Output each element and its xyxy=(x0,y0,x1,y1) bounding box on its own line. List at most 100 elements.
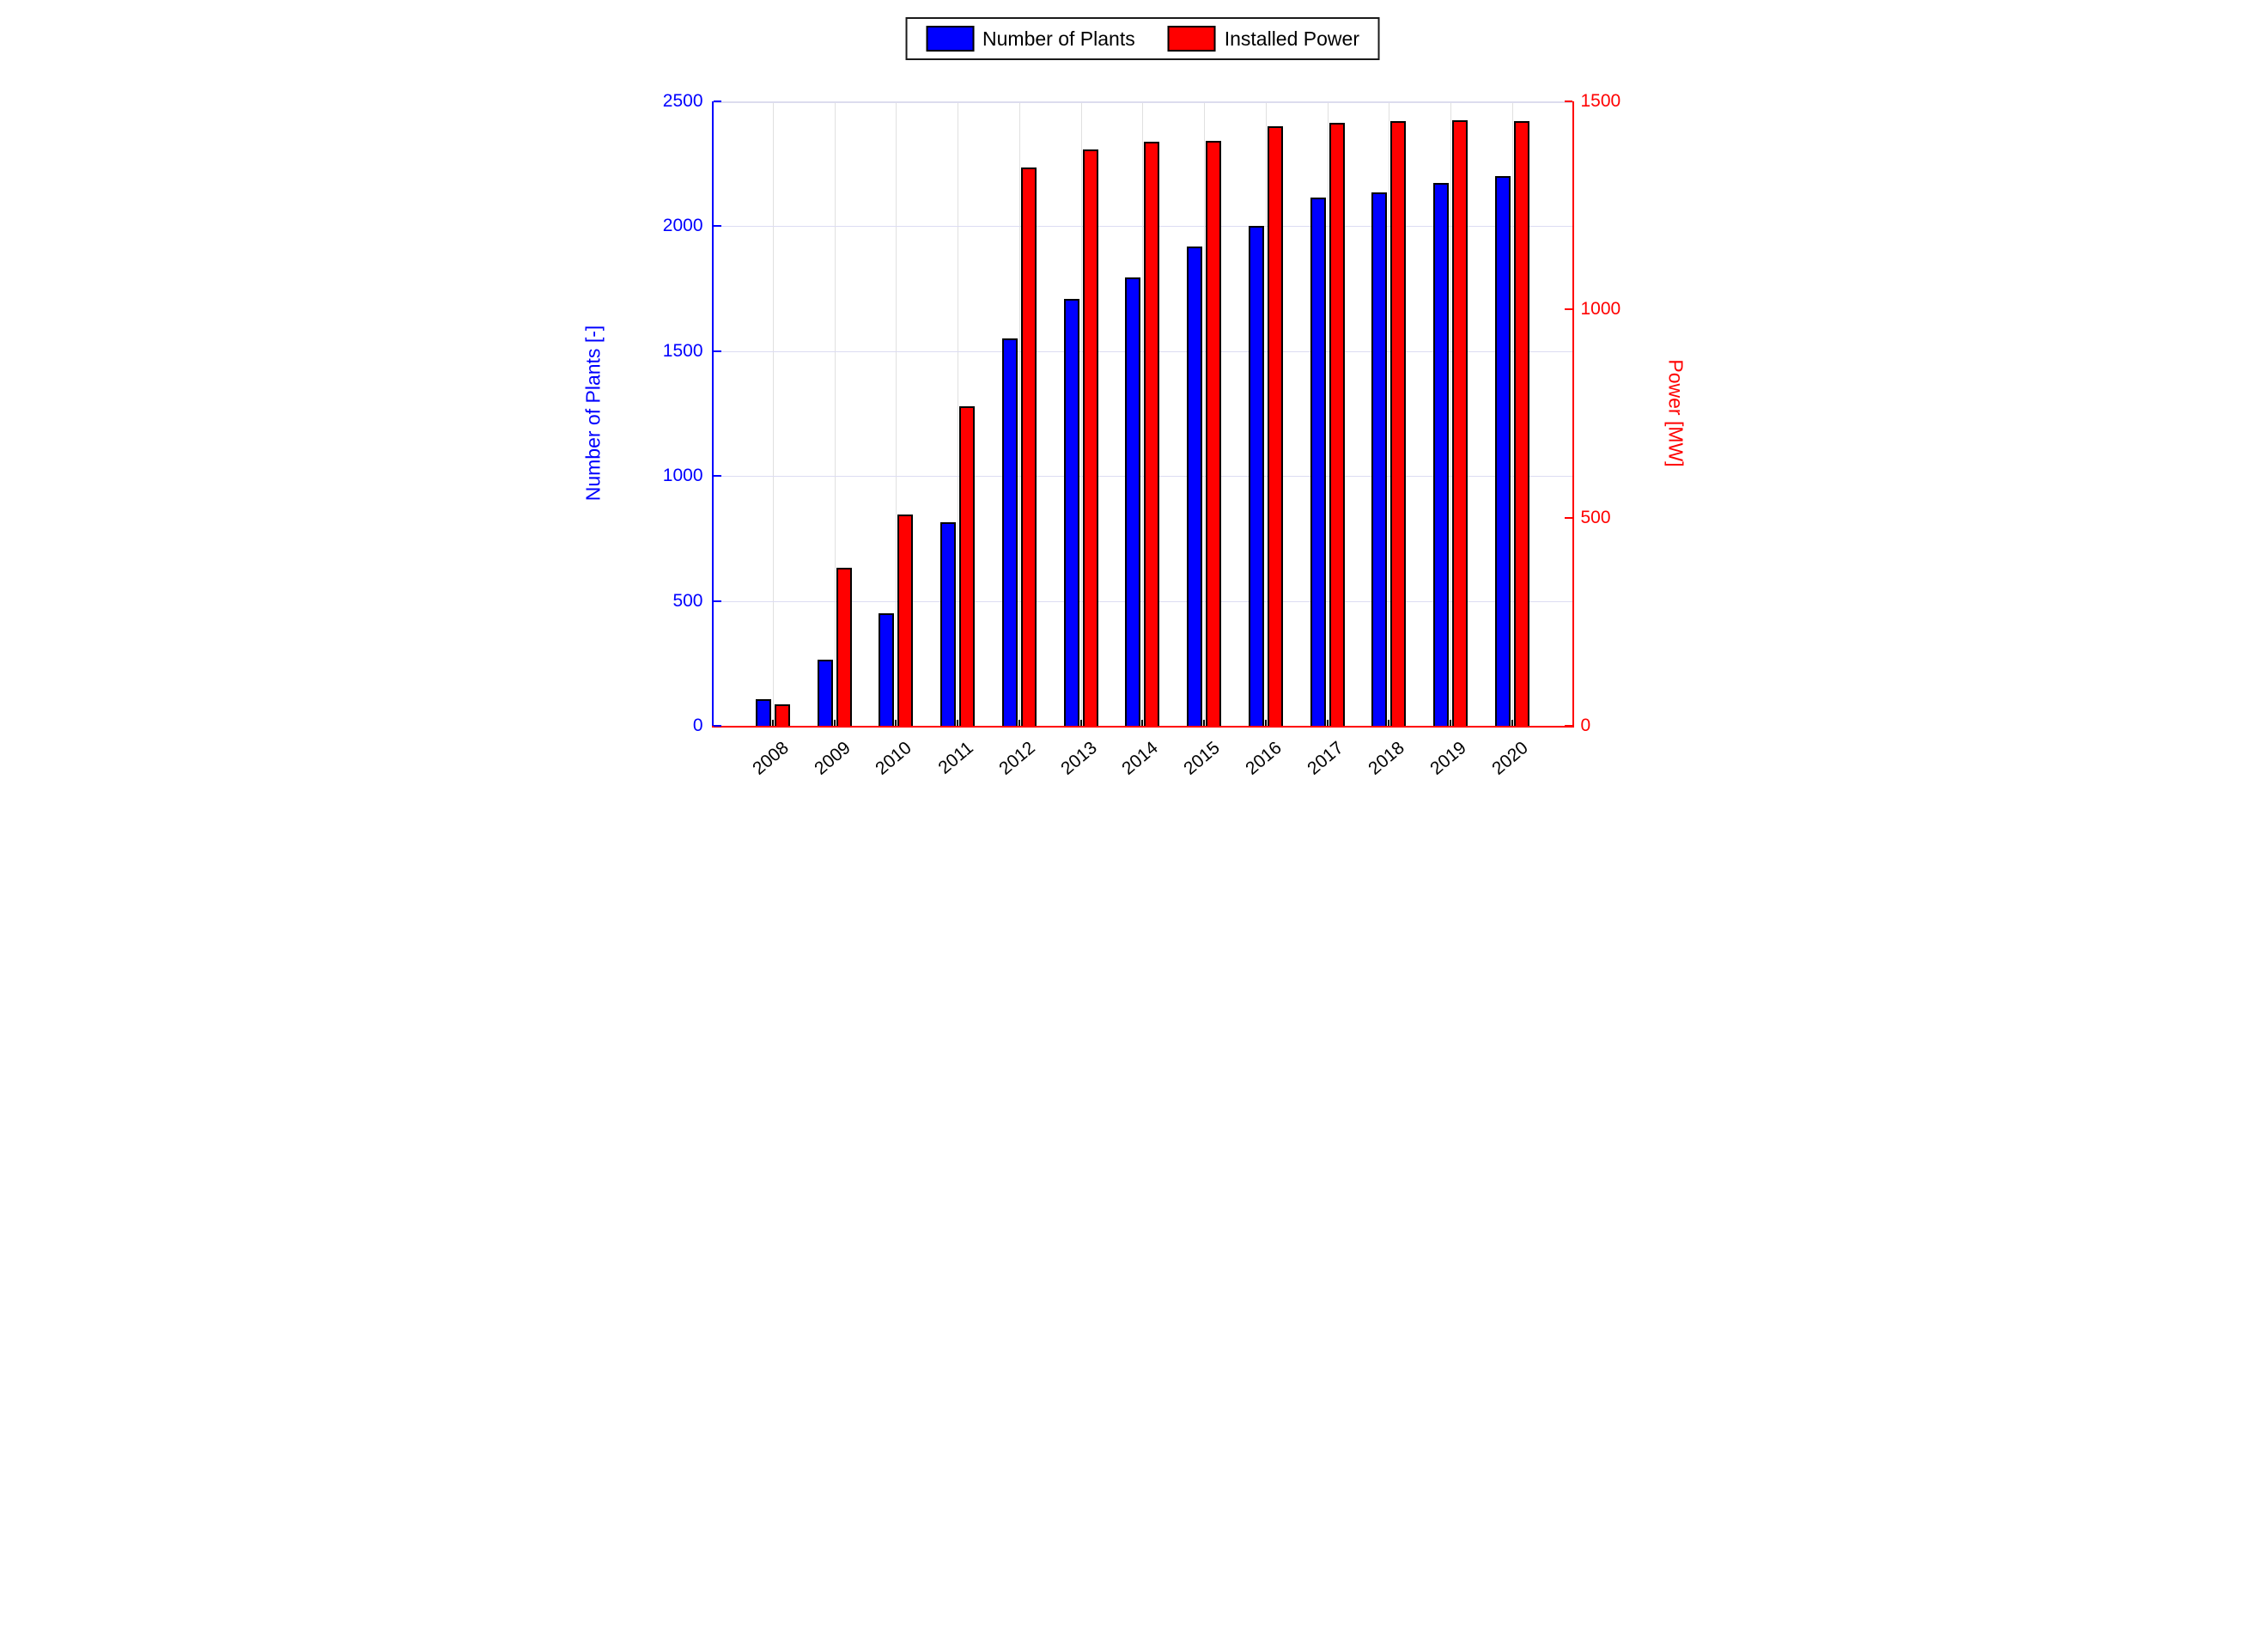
legend-label-number-of-plants: Number of Plants xyxy=(982,27,1135,50)
right-tick-label-1500: 1500 xyxy=(1580,91,1621,111)
x-tick-mark-2015 xyxy=(1203,720,1206,726)
bar-number-of-plants-2011 xyxy=(940,522,957,726)
legend-label-installed-power: Installed Power xyxy=(1224,27,1359,50)
plot-area xyxy=(711,100,1574,728)
bar-number-of-plants-2008 xyxy=(756,699,771,726)
x-tick-label-2019: 2019 xyxy=(1426,738,1470,779)
left-tick-mark-1000 xyxy=(713,475,721,478)
bar-number-of-plants-2016 xyxy=(1248,226,1264,726)
x-tick-label-2017: 2017 xyxy=(1303,738,1347,779)
bar-installed-power-2016 xyxy=(1267,126,1283,726)
bar-installed-power-2014 xyxy=(1144,141,1160,726)
bar-installed-power-2017 xyxy=(1329,122,1345,726)
bar-installed-power-2009 xyxy=(836,567,852,726)
vertical-gridline-2020 xyxy=(1511,101,1513,726)
x-tick-label-2015: 2015 xyxy=(1180,738,1224,779)
bar-installed-power-2018 xyxy=(1390,120,1407,726)
vertical-gridline-2019 xyxy=(1450,101,1452,726)
legend-item-installed-power: Installed Power xyxy=(1167,26,1359,52)
left-tick-label-2000: 2000 xyxy=(662,216,703,236)
top-spine xyxy=(713,101,1572,103)
bar-number-of-plants-2012 xyxy=(1001,338,1018,726)
x-tick-mark-2009 xyxy=(833,720,836,726)
right-tick-mark-1000 xyxy=(1564,308,1572,311)
horizontal-gridline-2000 xyxy=(713,226,1572,228)
right-tick-mark-0 xyxy=(1564,725,1572,727)
legend-swatch-number-of-plants xyxy=(926,26,975,52)
bar-installed-power-2012 xyxy=(1020,167,1037,726)
chart-figure: Number of Plants Installed Power 0 500 100… xyxy=(567,0,1701,813)
vertical-gridline-2008 xyxy=(773,101,774,726)
x-tick-label-2013: 2013 xyxy=(1056,738,1101,779)
bar-number-of-plants-2018 xyxy=(1371,192,1388,726)
left-tick-mark-0 xyxy=(713,725,721,727)
horizontal-gridline-500 xyxy=(713,600,1572,602)
bar-installed-power-2011 xyxy=(959,405,976,726)
bar-number-of-plants-2013 xyxy=(1063,298,1079,726)
horizontal-gridline-1000 xyxy=(713,476,1572,478)
legend: Number of Plants Installed Power xyxy=(905,17,1380,60)
vertical-gridline-2014 xyxy=(1142,101,1144,726)
bar-number-of-plants-2009 xyxy=(817,659,833,726)
x-tick-label-2008: 2008 xyxy=(749,738,793,779)
left-tick-mark-2000 xyxy=(713,225,721,228)
right-tick-label-0: 0 xyxy=(1580,716,1591,735)
vertical-gridline-2012 xyxy=(1018,101,1020,726)
left-tick-mark-2500 xyxy=(713,100,721,102)
left-tick-label-1000: 1000 xyxy=(662,466,703,486)
bar-installed-power-2020 xyxy=(1513,121,1529,726)
x-tick-mark-2008 xyxy=(772,720,774,726)
vertical-gridline-2010 xyxy=(896,101,897,726)
bar-number-of-plants-2019 xyxy=(1433,182,1450,726)
left-tick-mark-1500 xyxy=(713,350,721,352)
vertical-gridline-2016 xyxy=(1265,101,1267,726)
bar-number-of-plants-2010 xyxy=(879,613,895,726)
x-tick-mark-2016 xyxy=(1264,720,1267,726)
horizontal-gridline-1500 xyxy=(713,350,1572,352)
vertical-gridline-2015 xyxy=(1204,101,1206,726)
bar-installed-power-2010 xyxy=(897,514,914,726)
x-tick-label-2009: 2009 xyxy=(810,738,854,779)
bar-number-of-plants-2020 xyxy=(1494,176,1511,726)
x-tick-label-2020: 2020 xyxy=(1488,738,1532,779)
x-tick-label-2010: 2010 xyxy=(872,738,916,779)
x-tick-mark-2013 xyxy=(1079,720,1082,726)
bar-installed-power-2019 xyxy=(1452,119,1468,726)
right-tick-label-500: 500 xyxy=(1580,507,1611,527)
right-axis-spine xyxy=(1572,101,1574,726)
bar-installed-power-2008 xyxy=(775,703,790,726)
left-axis-spine xyxy=(711,101,714,726)
x-tick-label-2012: 2012 xyxy=(995,738,1039,779)
x-tick-label-2016: 2016 xyxy=(1242,738,1286,779)
right-tick-mark-1500 xyxy=(1564,100,1572,102)
x-tick-mark-2012 xyxy=(1018,720,1020,726)
x-tick-mark-2014 xyxy=(1141,720,1144,726)
x-tick-mark-2010 xyxy=(895,720,897,726)
x-axis-spine xyxy=(711,726,1574,728)
x-tick-label-2014: 2014 xyxy=(1118,738,1163,779)
x-tick-mark-2019 xyxy=(1450,720,1452,726)
vertical-gridline-2009 xyxy=(834,101,836,726)
left-tick-label-0: 0 xyxy=(692,716,703,735)
x-tick-mark-2018 xyxy=(1388,720,1390,726)
bar-number-of-plants-2014 xyxy=(1125,277,1141,726)
x-tick-mark-2020 xyxy=(1511,720,1513,726)
legend-swatch-installed-power xyxy=(1167,26,1216,52)
x-tick-mark-2011 xyxy=(957,720,959,726)
legend-item-number-of-plants: Number of Plants xyxy=(926,26,1135,52)
x-tick-label-2018: 2018 xyxy=(1365,738,1409,779)
bar-installed-power-2013 xyxy=(1082,149,1098,726)
left-axis-title: Number of Plants [-] xyxy=(581,325,604,502)
left-tick-label-500: 500 xyxy=(672,590,703,611)
bar-number-of-plants-2015 xyxy=(1187,246,1203,726)
left-tick-label-2500: 2500 xyxy=(662,91,703,111)
bar-number-of-plants-2017 xyxy=(1310,197,1326,726)
right-tick-label-1000: 1000 xyxy=(1580,299,1621,320)
x-tick-label-2011: 2011 xyxy=(934,738,978,778)
left-tick-mark-500 xyxy=(713,600,721,602)
right-tick-mark-500 xyxy=(1564,516,1572,519)
bar-installed-power-2015 xyxy=(1206,140,1222,726)
x-tick-mark-2017 xyxy=(1326,720,1329,726)
left-tick-label-1500: 1500 xyxy=(662,340,703,361)
right-axis-title: Power [MW] xyxy=(1664,359,1687,467)
